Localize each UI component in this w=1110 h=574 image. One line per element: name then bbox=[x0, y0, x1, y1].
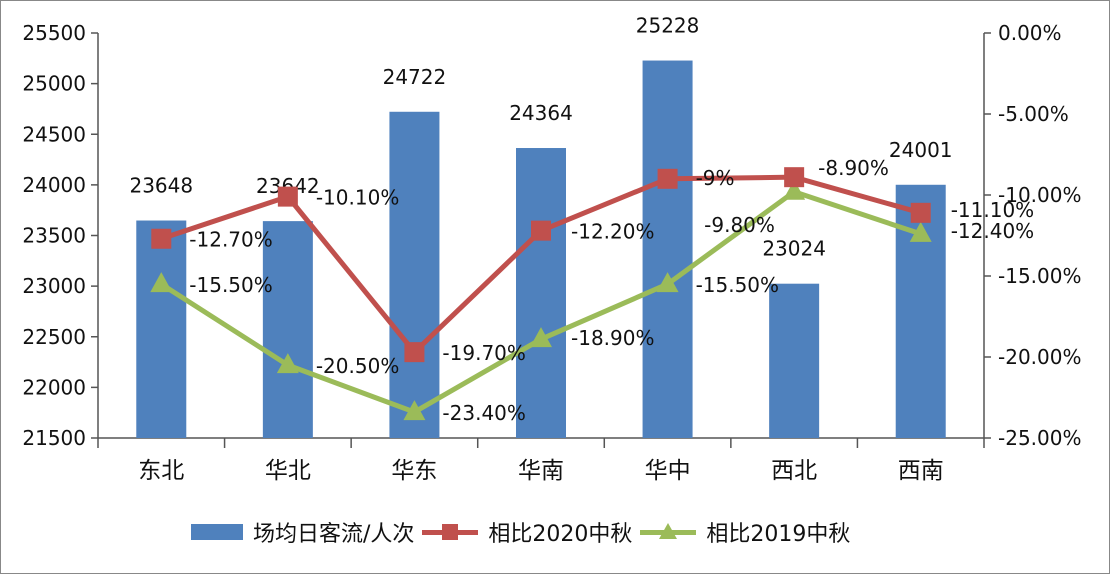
bar bbox=[769, 283, 820, 438]
data-label: -19.70% bbox=[442, 341, 525, 365]
square-marker-icon bbox=[404, 342, 425, 363]
triangle-marker-icon bbox=[403, 400, 426, 421]
data-label: -8.90% bbox=[818, 156, 889, 180]
data-label: -12.40% bbox=[951, 219, 1034, 243]
legend-item-bar: 场均日客流/人次 bbox=[191, 516, 414, 548]
data-label: -18.90% bbox=[571, 326, 654, 350]
x-tick-label: 东北 bbox=[138, 458, 184, 484]
data-label: -15.50% bbox=[189, 273, 272, 297]
left-tick-label: 24000 bbox=[22, 173, 86, 197]
left-tick-label: 21500 bbox=[22, 426, 86, 450]
bar-value-label: 23648 bbox=[129, 174, 193, 198]
data-label: -23.40% bbox=[442, 401, 525, 425]
x-tick-label: 华中 bbox=[645, 458, 691, 484]
square-marker-icon bbox=[784, 167, 805, 188]
data-label: -12.70% bbox=[189, 228, 272, 252]
data-label: -10.10% bbox=[316, 186, 399, 210]
legend-label: 相比2020中秋 bbox=[488, 522, 633, 547]
bar bbox=[389, 111, 440, 439]
combo-chart: 25500 25000 24500 24000 23500 23000 22500 22000… bbox=[22, 14, 1081, 484]
right-tick-label: -20.00% bbox=[998, 345, 1081, 369]
triangle-marker-icon bbox=[276, 353, 299, 374]
bar-value-label: 24722 bbox=[383, 65, 447, 89]
left-tick-label: 23500 bbox=[22, 224, 86, 248]
bar bbox=[136, 220, 187, 438]
data-label: -15.50% bbox=[696, 273, 779, 297]
legend-item-2019: 相比2019中秋 bbox=[640, 516, 850, 548]
bar-value-label: 23024 bbox=[762, 237, 826, 261]
bar bbox=[642, 60, 693, 438]
triangle-marker-icon bbox=[150, 272, 173, 293]
triangle-marker-icon bbox=[783, 179, 806, 200]
legend-item-2020: 相比2020中秋 bbox=[422, 516, 632, 548]
right-tick-label: -10.00% bbox=[998, 183, 1081, 207]
legend-label: 场均日客流/人次 bbox=[253, 522, 415, 547]
legend: 场均日客流/人次 相比2020中秋 相比2019中秋 bbox=[191, 515, 858, 549]
right-tick-label: -15.00% bbox=[998, 264, 1081, 288]
x-tick-label: 西北 bbox=[771, 458, 817, 484]
triangle-marker-icon bbox=[530, 327, 552, 348]
bar-swatch-icon bbox=[191, 524, 243, 540]
bar-value-label: 25228 bbox=[636, 14, 700, 38]
square-marker-icon bbox=[277, 186, 298, 207]
x-tick-label: 华南 bbox=[518, 458, 564, 484]
x-tick-label: 华东 bbox=[391, 458, 437, 484]
square-marker-icon bbox=[531, 220, 551, 241]
bar-value-label: 24001 bbox=[889, 138, 953, 162]
square-marker-icon bbox=[657, 168, 678, 189]
triangle-marker-icon bbox=[656, 272, 679, 293]
triangle-marker-line-icon bbox=[640, 522, 697, 542]
right-tick-label: -25.00% bbox=[998, 426, 1081, 450]
legend-label: 相比2019中秋 bbox=[706, 522, 851, 547]
left-tick-label: 23000 bbox=[22, 274, 86, 298]
triangle-marker-icon bbox=[909, 221, 932, 242]
data-label: -9% bbox=[696, 166, 735, 190]
square-marker-icon bbox=[910, 202, 931, 223]
square-marker-line-icon bbox=[422, 522, 479, 542]
x-tick-label: 华北 bbox=[265, 458, 311, 484]
data-label: -9.80% bbox=[704, 213, 775, 237]
left-tick-label: 24500 bbox=[22, 122, 86, 146]
data-label: -20.50% bbox=[316, 354, 399, 378]
bar bbox=[516, 148, 566, 438]
bar bbox=[262, 221, 313, 438]
right-tick-label: -5.00% bbox=[998, 102, 1069, 126]
right-tick-label: 0.00% bbox=[998, 21, 1062, 45]
x-tick-label: 西南 bbox=[898, 458, 944, 484]
left-tick-label: 25500 bbox=[22, 21, 86, 45]
bar-value-label: 24364 bbox=[509, 101, 573, 125]
left-tick-label: 25000 bbox=[22, 72, 86, 96]
data-label: -11.10% bbox=[951, 198, 1034, 222]
left-tick-label: 22500 bbox=[22, 325, 86, 349]
data-label: -12.20% bbox=[571, 220, 654, 244]
left-tick-label: 22000 bbox=[22, 375, 86, 399]
square-marker-icon bbox=[151, 228, 172, 249]
